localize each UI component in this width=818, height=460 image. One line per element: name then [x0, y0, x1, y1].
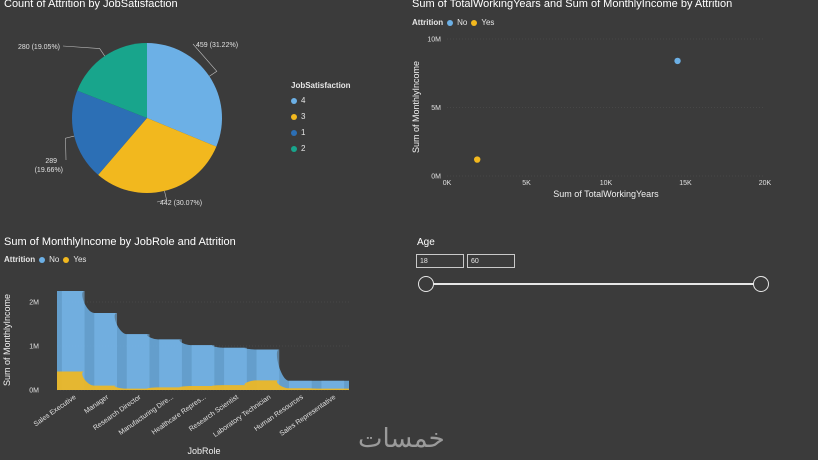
- pie-leader-line: [192, 43, 218, 77]
- area-column-no[interactable]: [159, 339, 182, 390]
- legend-dot: [291, 113, 297, 120]
- age-slicer-title: Age: [417, 237, 435, 248]
- scatter-x-tick: 5K: [522, 180, 531, 187]
- age-slider-min-handle[interactable]: [418, 276, 434, 292]
- area-legend-yes[interactable]: Yes: [73, 255, 87, 264]
- age-max-input[interactable]: 60: [467, 254, 515, 268]
- area-series-yes[interactable]: [57, 371, 349, 390]
- pie-legend-title-text: JobSatisfaction: [291, 81, 351, 90]
- scatter-y-tick: 10M: [427, 37, 441, 44]
- pie-chart[interactable]: 459 (31.22%) 442 (30.07%) 289 (19.66%) 280 (…: [18, 20, 260, 240]
- scatter-chart-title: Sum of TotalWorkingYears and Sum of Mont…: [412, 0, 733, 10]
- scatter-legend-yes[interactable]: Yes: [481, 18, 495, 27]
- scatter-legend-no[interactable]: No: [457, 18, 468, 27]
- pie-data-label: 280 (19.05%): [18, 44, 60, 51]
- area-y-tick: 1M: [29, 344, 39, 351]
- area-column-no[interactable]: [288, 380, 312, 390]
- scatter-x-tick: 10K: [600, 180, 613, 187]
- pie-data-label: 289 (19.66%): [35, 158, 63, 174]
- age-min-input[interactable]: 18: [416, 254, 464, 268]
- pie-legend-item-4[interactable]: 4: [291, 96, 305, 105]
- pie-leader-line: [62, 45, 105, 57]
- scatter-y-axis-label: Sum of MonthlyIncome: [411, 61, 421, 153]
- area-y-axis-label: Sum of MonthlyIncome: [2, 294, 12, 386]
- area-x-tick: Sales Representative: [279, 394, 338, 438]
- pie-data-label: 442 (30.07%): [160, 200, 202, 207]
- area-x-tick: Sales Executive: [33, 394, 78, 428]
- legend-label: 3: [301, 112, 306, 121]
- pie-chart-title: Count of Attrition by JobSatisfaction: [4, 0, 178, 10]
- watermark-logo: خمسات: [358, 424, 445, 454]
- scatter-x-tick: 15K: [679, 180, 692, 187]
- area-column-no[interactable]: [224, 347, 247, 390]
- legend-label: 1: [301, 128, 306, 137]
- area-x-tick: Manufacturing Dire...: [118, 394, 175, 437]
- scatter-legend-no-dot: [447, 19, 454, 26]
- pie-legend-item-2[interactable]: 2: [291, 144, 305, 153]
- area-column-no[interactable]: [126, 334, 150, 390]
- legend-label: 4: [301, 96, 306, 105]
- legend-label: 2: [301, 144, 306, 153]
- pie-legend-title: JobSatisfaction: [291, 81, 351, 90]
- scatter-legend-yes-dot: [471, 19, 478, 26]
- pie-data-label: 459 (31.22%): [196, 42, 238, 49]
- area-column-no[interactable]: [191, 345, 215, 390]
- area-x-tick: Healthcare Repres...: [151, 394, 208, 437]
- scatter-y-tick: 5M: [431, 105, 441, 112]
- scatter-legend: Attrition No Yes: [412, 18, 494, 27]
- age-slider-max-handle[interactable]: [753, 276, 769, 292]
- area-x-tick: Laboratory Technician: [212, 394, 272, 439]
- age-slider-track[interactable]: [425, 283, 762, 285]
- area-column-no[interactable]: [61, 291, 85, 390]
- pie-leader-line: [65, 135, 75, 161]
- area-y-tick: 0M: [29, 388, 39, 395]
- pie-slice-1[interactable]: [71, 90, 147, 175]
- scatter-x-tick: 0K: [443, 180, 452, 187]
- area-x-tick: Manager: [83, 394, 110, 416]
- area-column-no[interactable]: [256, 349, 280, 390]
- pie-slice-4[interactable]: [147, 43, 223, 147]
- area-column-no[interactable]: [94, 313, 118, 390]
- scatter-x-tick: 20K: [759, 180, 772, 187]
- legend-dot: [291, 145, 297, 152]
- legend-dot: [291, 97, 297, 104]
- area-legend: Attrition No Yes: [4, 255, 86, 264]
- area-y-tick: 2M: [29, 300, 39, 307]
- scatter-point-no[interactable]: [674, 57, 681, 65]
- area-legend-no-dot: [39, 256, 46, 263]
- pie-slice-3[interactable]: [98, 118, 217, 193]
- area-legend-no[interactable]: No: [49, 255, 60, 264]
- pie-legend-item-1[interactable]: 1: [291, 128, 305, 137]
- scatter-chart[interactable]: 0M 5M 10M 0K 5K 10K 15K 20K Sum of TotalWorking…: [400, 0, 800, 200]
- scatter-x-axis-label: Sum of TotalWorkingYears: [553, 189, 659, 199]
- area-legend-title: Attrition: [4, 255, 36, 264]
- pie-legend-item-3[interactable]: 3: [291, 112, 305, 121]
- area-chart-title: Sum of MonthlyIncome by JobRole and Attr…: [4, 236, 236, 248]
- area-x-axis-label: JobRole: [187, 446, 220, 456]
- pie-slice-2[interactable]: [77, 42, 147, 118]
- pie-leader-line: [156, 190, 167, 203]
- scatter-y-tick: 0M: [431, 174, 441, 181]
- legend-dot: [291, 129, 297, 136]
- scatter-point-yes[interactable]: [474, 156, 481, 163]
- scatter-legend-title: Attrition: [412, 18, 444, 27]
- area-legend-yes-dot: [63, 256, 70, 263]
- area-column-no[interactable]: [321, 380, 345, 390]
